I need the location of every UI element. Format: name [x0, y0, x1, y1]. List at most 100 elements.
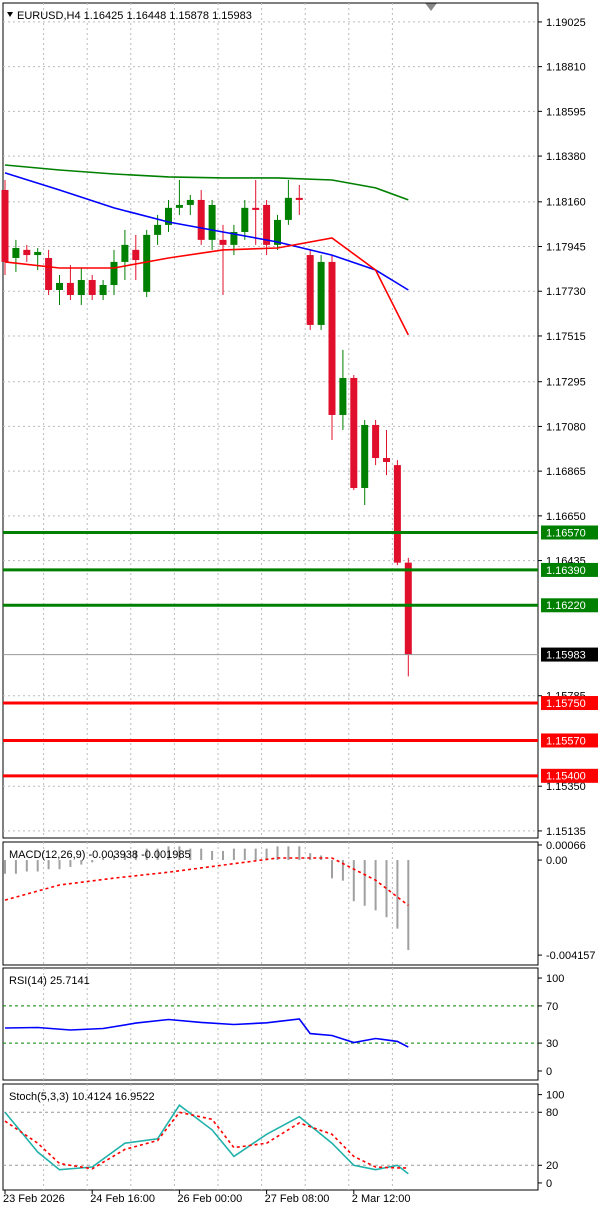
indicator-line: [4, 237, 410, 336]
y-tick-label: 80: [546, 1107, 558, 1119]
candle-body: [284, 197, 292, 220]
panel-title: EURUSD,H4 1.16425 1.16448 1.15878 1.1598…: [17, 10, 252, 22]
macd-bar: [58, 860, 61, 870]
macd-bar: [25, 860, 28, 872]
macd-bar: [47, 860, 50, 870]
macd-bar: [374, 860, 377, 911]
panel-frame: [2, 967, 539, 1081]
macd-bar: [36, 860, 39, 872]
price-level-label: 1.16390: [546, 565, 586, 577]
y-tick-label: 1.18160: [546, 197, 586, 209]
candle-body: [88, 280, 96, 295]
panel-title: RSI(14) 25.7141: [9, 975, 90, 987]
price-level-label: 1.16220: [546, 600, 586, 612]
indicator-line: [4, 1018, 409, 1048]
indicator-line: [4, 1111, 409, 1170]
y-tick-label: 1.16650: [546, 511, 586, 523]
macd-bar: [232, 848, 235, 861]
y-tick-label: 1.17515: [546, 331, 586, 343]
candle-body: [306, 255, 314, 325]
candle-body: [393, 465, 401, 563]
price-level-label: 1.15570: [546, 735, 586, 747]
price-level-box: [541, 768, 598, 783]
panel-frame: [2, 1083, 539, 1191]
macd-bar: [243, 848, 246, 861]
macd-bar: [113, 855, 115, 861]
y-tick-label: 0: [546, 1066, 552, 1078]
macd-bar: [309, 853, 312, 861]
candle-body: [34, 251, 42, 256]
y-tick-label: 70: [546, 1001, 558, 1013]
candle-body: [121, 244, 129, 262]
macd-bar: [298, 846, 301, 861]
candle-body: [317, 261, 325, 325]
macd-bar: [254, 848, 257, 861]
candle-body: [219, 239, 227, 245]
candle-body: [165, 207, 172, 225]
y-tick-label: -0.004157: [546, 950, 596, 962]
indicator-line: [4, 164, 409, 201]
x-tick-label: 23 Feb 2026: [3, 1193, 65, 1205]
y-tick-label: 1.17730: [546, 286, 586, 298]
candle-body: [175, 204, 183, 208]
panel-title: MACD(12,26,9) -0.003938 -0.001985: [9, 849, 191, 861]
macd-bar: [145, 848, 148, 861]
y-tick-label: 1.16865: [546, 466, 586, 478]
indicator-line: [4, 857, 409, 907]
y-tick-label: 100: [546, 973, 564, 985]
macd-bar: [91, 860, 94, 863]
current-price-label: 1.15983: [546, 649, 586, 661]
macd-bar: [134, 850, 137, 861]
price-level-box: [541, 733, 598, 748]
candle-body: [77, 280, 85, 295]
candle-body: [186, 199, 194, 205]
macd-bar: [102, 857, 105, 861]
macd-bar: [167, 846, 170, 861]
y-tick-label: 20: [546, 1160, 558, 1172]
candle-body: [230, 231, 238, 245]
candle-body: [263, 204, 271, 245]
candle-body: [56, 282, 63, 290]
candle-body: [252, 207, 260, 210]
candle-body: [339, 377, 347, 415]
candle-body: [197, 199, 205, 240]
panel-frame: [2, 2, 539, 839]
current-price-box: [541, 647, 598, 662]
y-tick-label: 1.19025: [546, 17, 586, 29]
macd-bar: [123, 853, 126, 861]
candle-body: [295, 197, 303, 200]
macd-bar: [385, 860, 388, 918]
price-level-label: 1.15750: [546, 698, 586, 710]
y-tick-label: 0.00066: [546, 840, 586, 852]
price-level-box: [541, 562, 598, 577]
candle-body: [274, 219, 281, 245]
macd-bar: [156, 848, 159, 861]
y-tick-label: 1.15135: [546, 826, 586, 838]
macd-bar: [276, 846, 279, 861]
candle-body: [350, 377, 358, 488]
macd-bar: [287, 846, 290, 861]
y-tick-label: 1.15350: [546, 781, 586, 793]
price-level-box: [541, 598, 598, 613]
panel-frame: [2, 841, 539, 966]
macd-bar: [178, 846, 181, 861]
candle-body: [383, 458, 390, 462]
candle-body: [372, 424, 380, 459]
candle-body: [1, 189, 9, 262]
candle-body: [361, 424, 369, 488]
x-tick-label: 24 Feb 16:00: [90, 1193, 155, 1205]
price-level-box: [541, 696, 598, 711]
candle-body: [110, 261, 118, 286]
macd-bar: [69, 860, 72, 867]
macd-bar: [265, 848, 268, 861]
y-tick-label: 1.17945: [546, 241, 586, 253]
shift-marker: [425, 3, 437, 11]
y-tick-label: 1.18380: [546, 151, 586, 163]
macd-bar: [363, 860, 366, 906]
macd-bar: [396, 860, 399, 929]
candle-body: [241, 207, 249, 232]
candle-body: [132, 249, 140, 261]
macd-bar: [211, 850, 214, 861]
x-tick-label: 27 Feb 08:00: [265, 1193, 330, 1205]
